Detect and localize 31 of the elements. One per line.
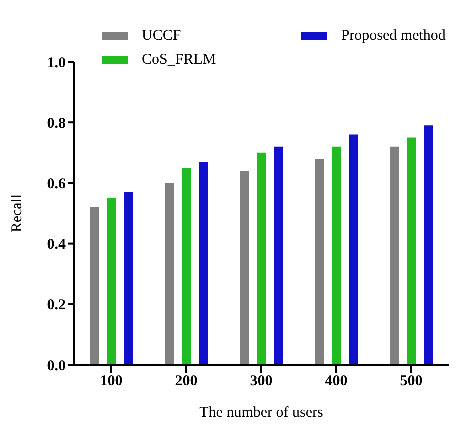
bar xyxy=(274,146,284,365)
x-axis-title: The number of users xyxy=(200,405,324,421)
x-tick-label: 100 xyxy=(100,374,123,390)
legend-label: Proposed method xyxy=(341,28,446,44)
y-tick-label: 0.4 xyxy=(47,237,66,254)
bar xyxy=(108,198,116,365)
bar xyxy=(90,207,100,365)
bar xyxy=(124,192,134,365)
y-tick-label: 0.2 xyxy=(47,298,66,314)
bar xyxy=(182,168,192,365)
legend-label: UCCF xyxy=(142,28,182,44)
y-tick-label: 0.0 xyxy=(47,358,66,374)
y-tick-label: 0.6 xyxy=(47,176,66,193)
bar xyxy=(200,162,208,365)
bar xyxy=(166,183,174,365)
bar xyxy=(316,158,324,365)
bar xyxy=(240,171,250,365)
bar xyxy=(390,146,400,365)
y-axis-title: Recall xyxy=(9,194,26,233)
bar xyxy=(424,126,434,365)
bar xyxy=(408,138,416,365)
bar xyxy=(258,152,266,365)
bar xyxy=(350,134,358,365)
bar xyxy=(332,146,342,365)
x-tick-label: 300 xyxy=(250,374,273,390)
legend-label: CoS_FRLM xyxy=(142,52,216,68)
y-tick-label: 0.8 xyxy=(47,116,66,132)
x-tick-label: 400 xyxy=(325,374,348,390)
x-tick-label: 500 xyxy=(400,374,423,390)
x-tick-label: 200 xyxy=(175,374,198,390)
y-tick-label: 1.0 xyxy=(47,55,66,72)
